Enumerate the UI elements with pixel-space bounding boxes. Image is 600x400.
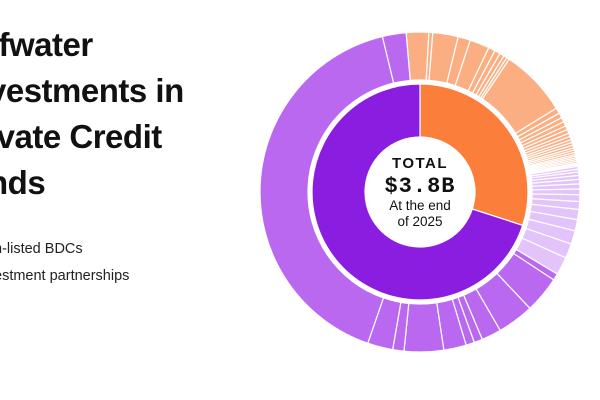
title-line: nds [0, 164, 46, 201]
legend-item-partnerships: estment partnerships [0, 268, 130, 284]
inner-ring [311, 83, 529, 301]
center-total-value: $3.8B [384, 174, 455, 199]
title-line: ffwater [0, 26, 93, 63]
outer-slice-2-7 [403, 302, 445, 353]
outer-slice-2-11 [381, 31, 411, 84]
title-line: ivate Credit [0, 118, 162, 155]
center-total-label: TOTAL [392, 155, 448, 172]
legend: n-listed BDCs estment partnerships [0, 236, 129, 290]
outer-ring [259, 31, 581, 353]
chart-title: ffwater vestments in ivate Credit nds [0, 22, 228, 206]
outer-slice-2-10 [259, 35, 395, 345]
center-note-line1: At the end [389, 198, 451, 213]
title-line: vestments in [0, 72, 184, 109]
legend-item-bdcs: n-listed BDCs [0, 241, 83, 257]
center-hole [365, 137, 475, 247]
center-note-line2: of 2025 [397, 214, 442, 229]
